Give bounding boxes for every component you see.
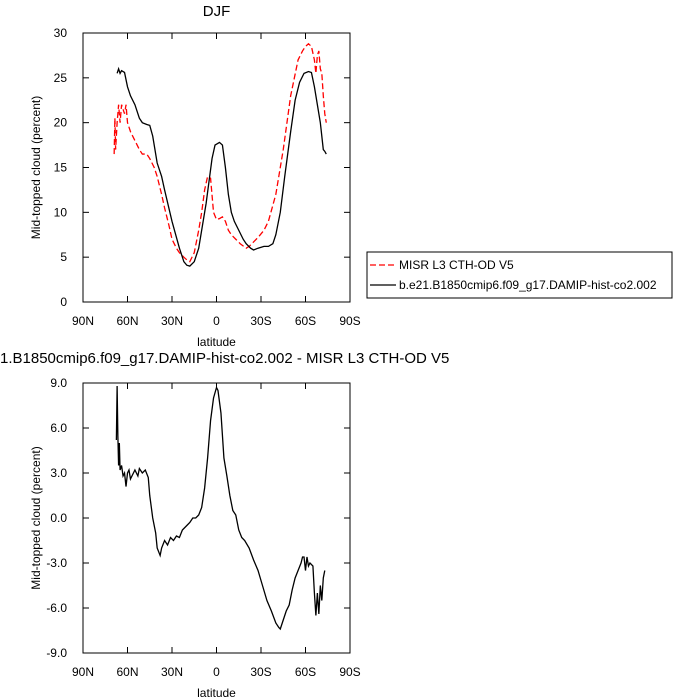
chart-title: 1.B1850cmip6.f09_g17.DAMIP-hist-co2.002 … [0, 350, 449, 367]
y-tick-label: -9.0 [46, 646, 67, 660]
x-tick-label: 60N [116, 665, 138, 679]
x-tick-label: 90N [72, 665, 94, 679]
chart-title: DJF [203, 3, 231, 20]
y-tick-label: 3.0 [50, 466, 67, 480]
y-axis-label: Mid-topped cloud (percent) [29, 96, 43, 239]
y-tick-label: 5 [60, 250, 67, 264]
x-tick-label: 90N [72, 314, 94, 328]
x-axis-label: latitude [197, 686, 236, 700]
y-tick-label: 9.0 [50, 376, 67, 390]
y-tick-label: -6.0 [46, 601, 67, 615]
x-tick-label: 60N [116, 314, 138, 328]
legend-label: b.e21.B1850cmip6.f09_g17.DAMIP-hist-co2.… [399, 278, 657, 292]
legend-box [366, 251, 673, 299]
data-line [115, 385, 326, 631]
y-tick-label: -3.0 [46, 556, 67, 570]
y-tick-label: 20 [54, 116, 68, 130]
y-tick-label: 10 [54, 205, 68, 219]
y-tick-label: 0.0 [50, 511, 67, 525]
y-tick-label: 0 [60, 295, 67, 309]
legend-label: MISR L3 CTH-OD V5 [399, 258, 514, 272]
y-axis-label: Mid-topped cloud (percent) [29, 446, 43, 589]
y-tick-label: 6.0 [50, 421, 67, 435]
y-tick-label: 25 [54, 71, 68, 85]
data-line [113, 42, 327, 263]
x-tick-label: 90S [339, 314, 360, 328]
y-tick-label: 15 [54, 161, 68, 175]
x-tick-label: 90S [339, 665, 360, 679]
x-tick-label: 0 [213, 665, 220, 679]
x-tick-label: 30N [161, 665, 183, 679]
x-tick-label: 30N [161, 314, 183, 328]
plot-frame [82, 382, 351, 654]
x-tick-label: 0 [213, 314, 220, 328]
x-tick-label: 60S [295, 314, 316, 328]
x-axis-label: latitude [197, 335, 236, 349]
x-tick-label: 60S [295, 665, 316, 679]
x-tick-label: 30S [250, 665, 271, 679]
plot-frame [82, 32, 351, 303]
data-line [116, 66, 327, 267]
y-tick-label: 30 [54, 26, 68, 40]
x-tick-label: 30S [250, 314, 271, 328]
